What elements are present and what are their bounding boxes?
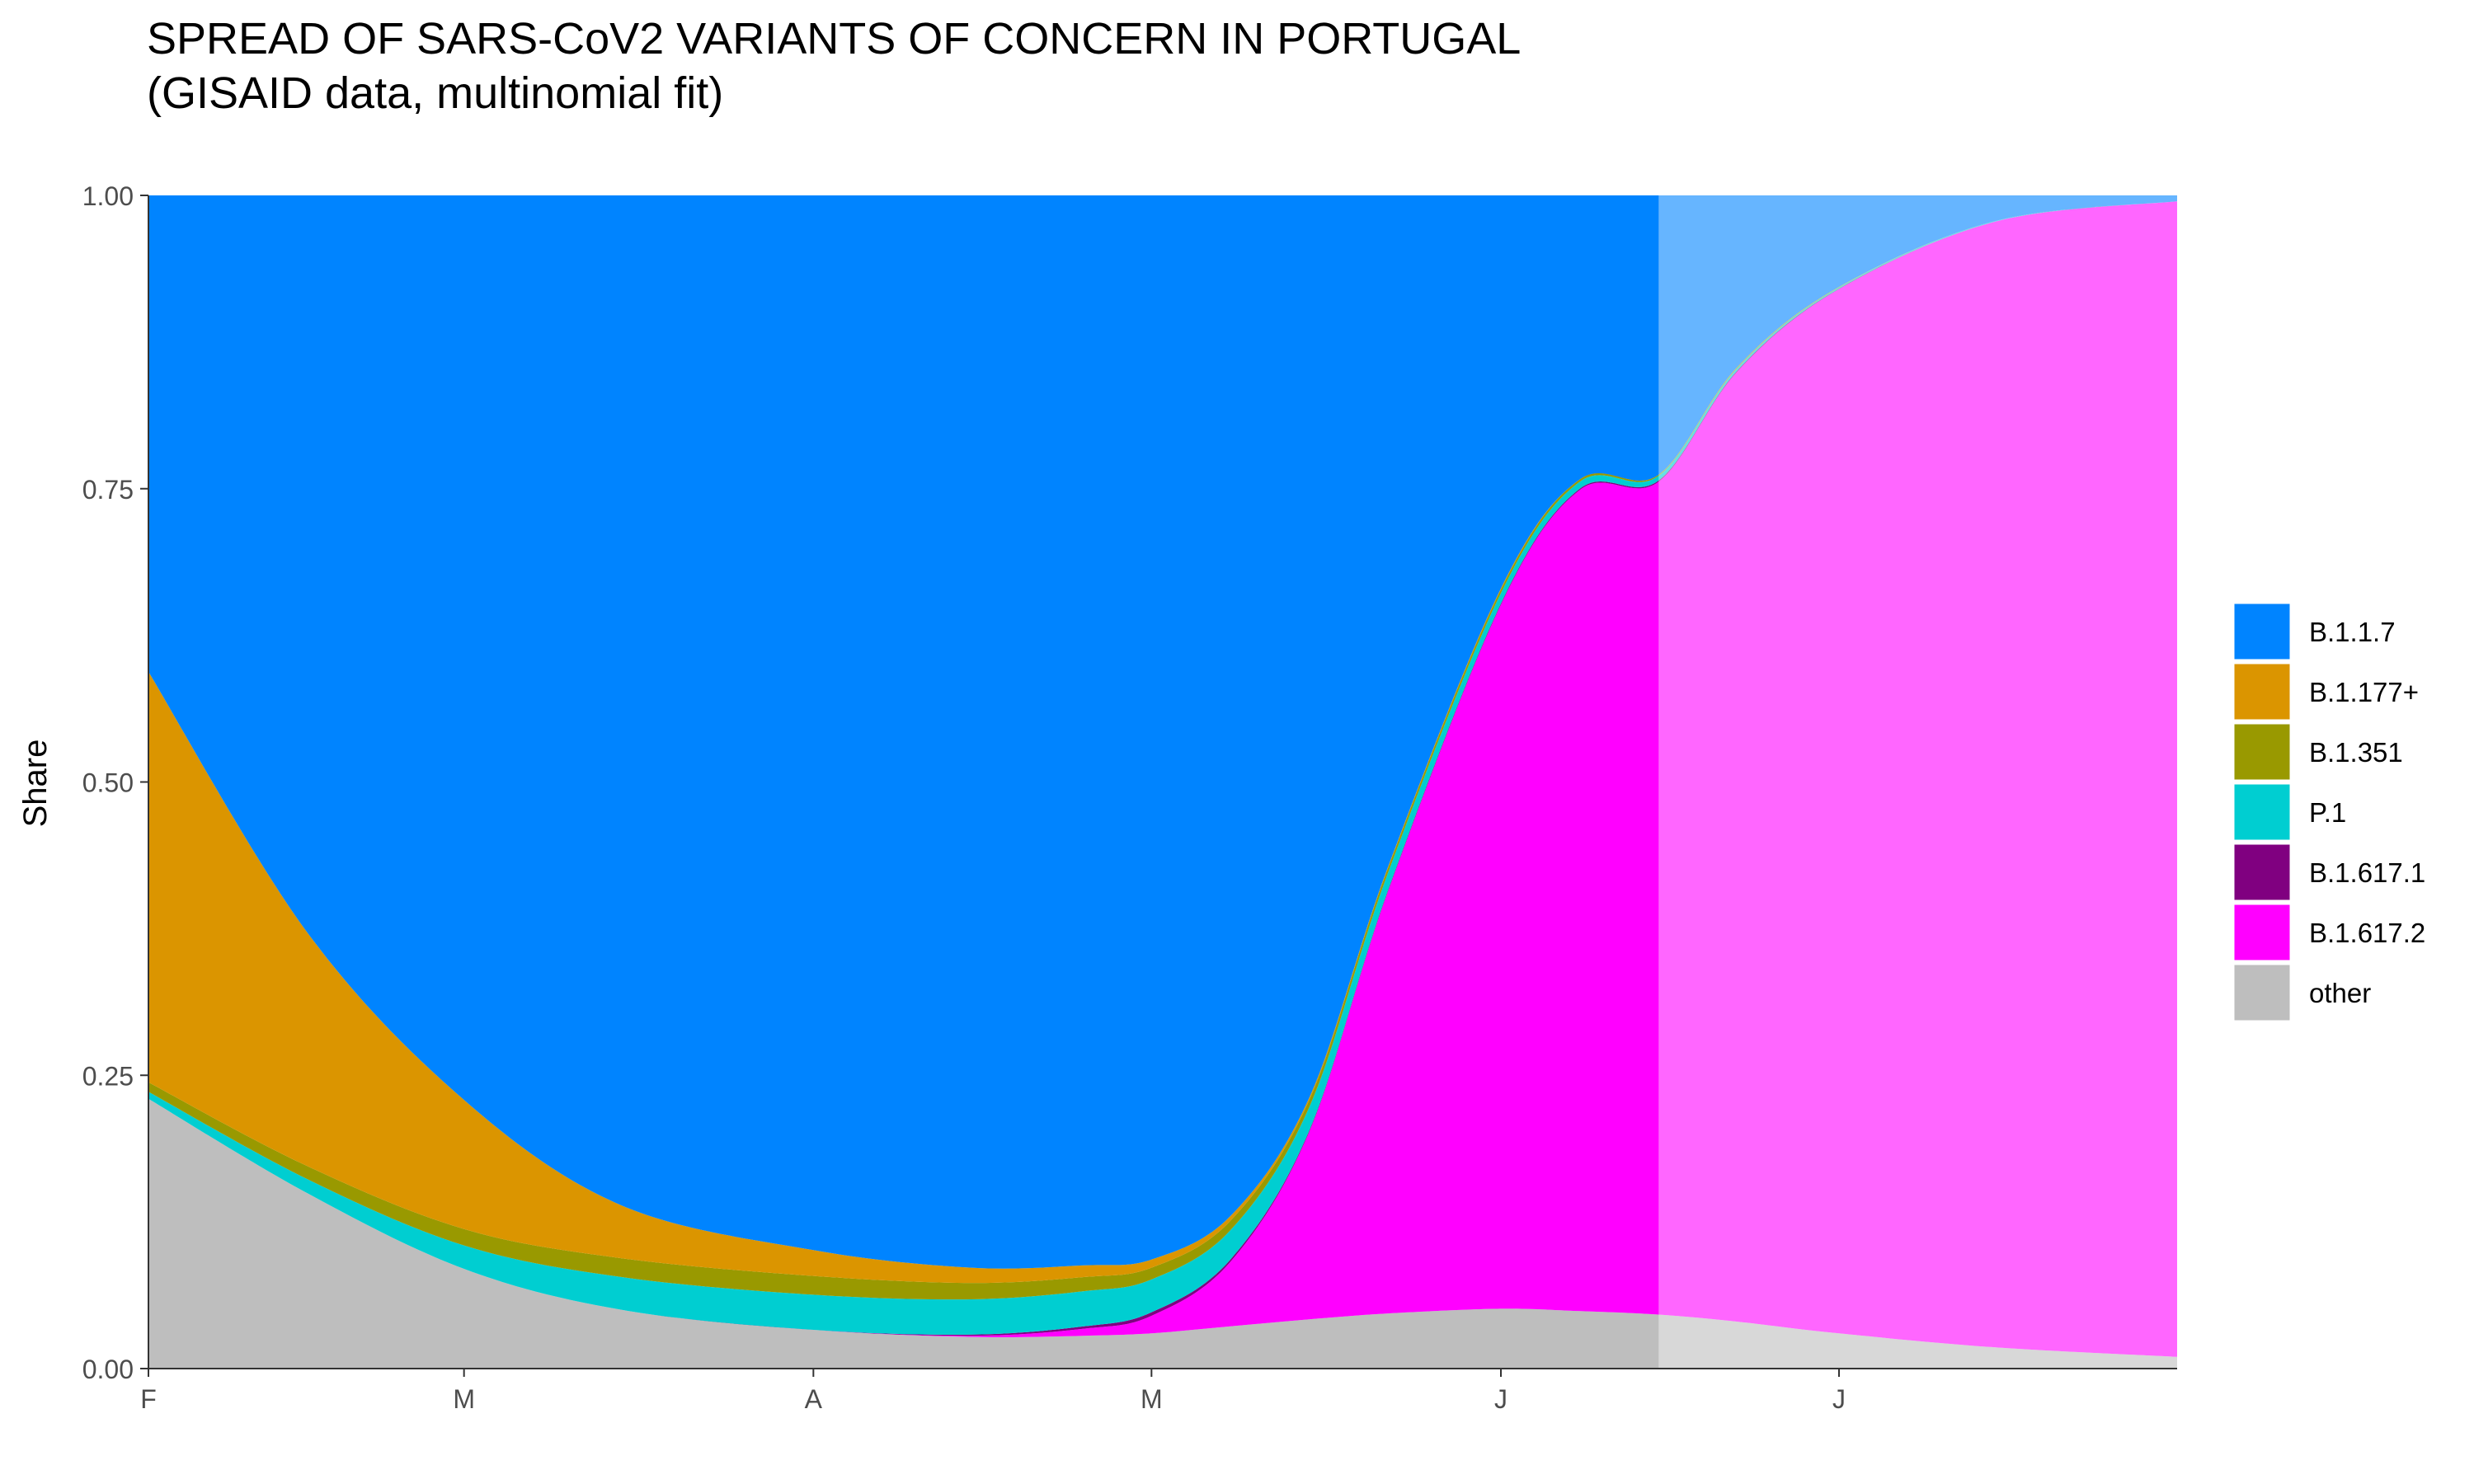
area-other (148, 1098, 2177, 1369)
legend-label: B.1.1.7 (2309, 617, 2396, 647)
legend-swatch (2232, 721, 2293, 782)
legend-label: P.1 (2309, 797, 2346, 828)
legend-item-b-1-177: B.1.177+ (2232, 661, 2419, 722)
legend-swatch (2232, 782, 2293, 843)
x-tick-label: M (1141, 1384, 1163, 1414)
x-tick-label: J (1832, 1384, 1846, 1414)
legend-item-b-1-351: B.1.351 (2232, 721, 2403, 782)
chart-title-line-2: (GISAID data, multinomial fit) (147, 68, 724, 118)
y-tick-label: 0.00 (82, 1355, 134, 1384)
legend-swatch (2232, 842, 2293, 903)
y-tick-label: 0.50 (82, 768, 134, 798)
y-axis-title: Share (17, 740, 54, 828)
stacked-area-layer (148, 195, 2177, 1369)
chart-title: SPREAD OF SARS-CoV2 VARIANTS OF CONCERN … (147, 12, 1521, 120)
legend-swatch (2232, 902, 2293, 963)
y-axis: 0.00 0.25 0.50 0.75 1.00 (82, 181, 149, 1384)
legend-item-b-1-617-2: B.1.617.2 (2232, 902, 2425, 963)
x-tick-label: F (140, 1384, 157, 1414)
x-tick-label: M (453, 1384, 475, 1414)
legend-swatch (2232, 661, 2293, 722)
legend-label: B.1.177+ (2309, 677, 2419, 707)
legend-label: B.1.617.1 (2309, 857, 2425, 888)
y-tick-label: 0.25 (82, 1061, 134, 1091)
x-tick-label: J (1494, 1384, 1507, 1414)
area-b-1-177 (148, 201, 2177, 1284)
area-b-1-617-2 (148, 201, 2177, 1357)
y-tick-label: 0.75 (82, 475, 134, 505)
legend-swatch (2232, 601, 2293, 662)
legend-swatch (2232, 962, 2293, 1023)
legend-item-b-1-617-1: B.1.617.1 (2232, 842, 2425, 903)
legend-label: B.1.351 (2309, 737, 2403, 768)
legend-label: other (2309, 978, 2371, 1008)
area-b-1-1-7 (148, 195, 2177, 1269)
y-tick-label: 1.00 (82, 181, 134, 211)
forecast-overlay (1658, 195, 2177, 1369)
chart-title-line-1: SPREAD OF SARS-CoV2 VARIANTS OF CONCERN … (147, 14, 1522, 63)
legend-label: B.1.617.2 (2309, 918, 2425, 948)
legend-item-p-1: P.1 (2232, 782, 2346, 843)
legend-item-b-1-1-7: B.1.1.7 (2232, 601, 2396, 662)
area-b-1-351 (148, 201, 2177, 1300)
legend: B.1.1.7 B.1.177+ B.1.351 P.1 B.1.617.1 B.1.61… (2232, 601, 2425, 1023)
x-tick-label: A (805, 1384, 823, 1414)
legend-item-other: other (2232, 962, 2371, 1023)
